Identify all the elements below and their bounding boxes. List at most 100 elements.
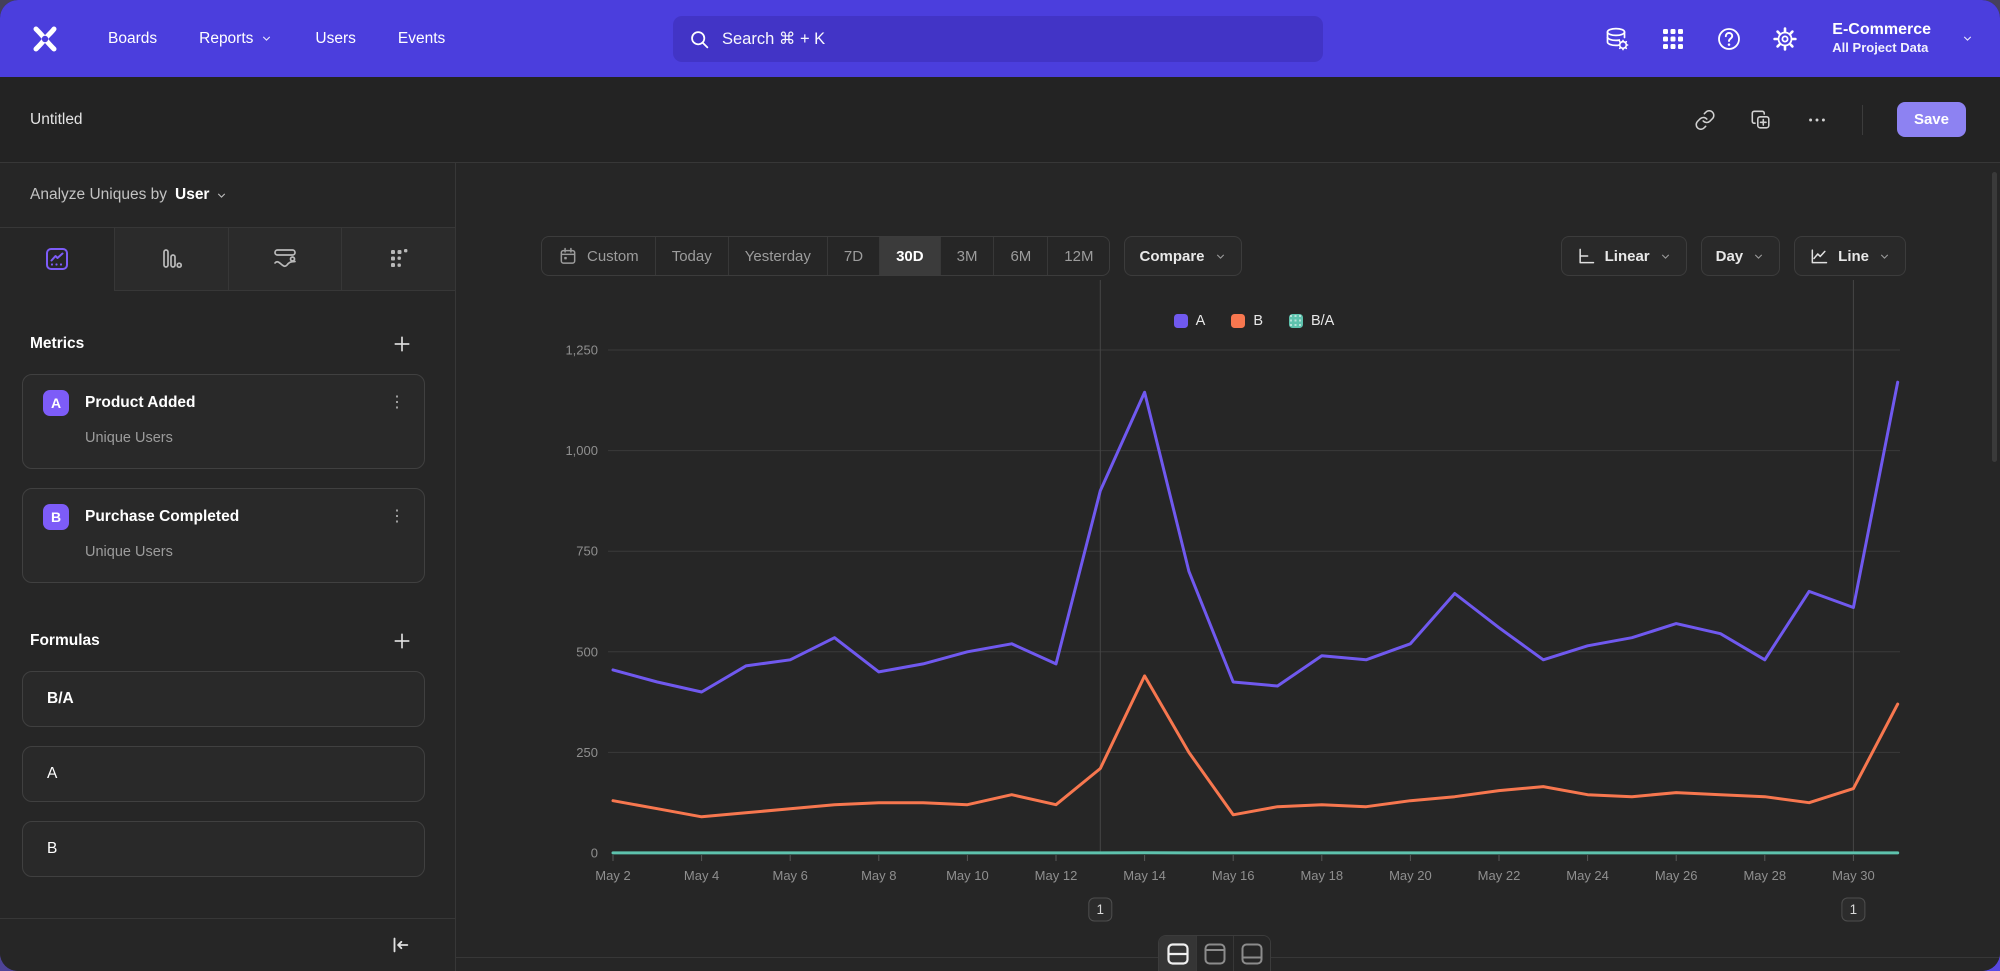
svg-text:May 14: May 14 (1123, 868, 1166, 883)
interval-dropdown[interactable]: Day (1700, 236, 1781, 276)
svg-text:1: 1 (1850, 902, 1858, 917)
mixpanel-logo-icon[interactable] (30, 24, 60, 54)
legend-item-a[interactable]: A (1173, 313, 1205, 329)
tab-retention[interactable] (341, 228, 455, 291)
layout-table-only-button[interactable] (1233, 936, 1270, 971)
svg-text:May 30: May 30 (1832, 868, 1875, 883)
duplicate-icon[interactable] (1750, 109, 1772, 131)
data-management-icon[interactable] (1604, 26, 1630, 52)
add-formula-button[interactable] (391, 630, 413, 652)
chevron-down-icon (1216, 253, 1224, 259)
metric-card-product-added[interactable]: A Product Added ⋮ Unique Users (22, 374, 425, 469)
svg-text:May 24: May 24 (1566, 868, 1609, 883)
save-button[interactable]: Save (1896, 102, 1966, 137)
metric-options-icon[interactable]: ⋮ (389, 394, 406, 411)
range-today-button[interactable]: Today (654, 237, 728, 275)
range-7d-button[interactable]: 7D (826, 237, 879, 275)
more-options-icon[interactable] (1806, 109, 1828, 131)
page-title: Untitled (30, 110, 83, 128)
chart-type-tabs (0, 228, 455, 291)
project-switcher[interactable]: E-Commerce All Project Data (1832, 20, 1931, 56)
nav-menu: Boards Reports Users Events (108, 30, 445, 48)
retention-dots-icon (390, 249, 408, 267)
formula-card-b[interactable]: B (22, 821, 425, 877)
formula-card-b-a[interactable]: B/A (22, 671, 425, 727)
range-custom-button[interactable]: Custom (542, 237, 655, 275)
nav-right-cluster: E-Commerce All Project Data (1604, 0, 1974, 77)
svg-text:1: 1 (1097, 902, 1105, 917)
help-icon[interactable] (1716, 26, 1742, 52)
project-name: E-Commerce (1832, 21, 1931, 39)
nav-item-reports[interactable]: Reports (199, 30, 273, 48)
display-controls: Linear Day Line (1560, 236, 1906, 276)
collapse-sidebar-icon[interactable] (389, 934, 411, 956)
svg-text:750: 750 (576, 544, 598, 559)
metric-measure: Unique Users (85, 544, 173, 560)
search-input[interactable]: Search ⌘ + K (673, 16, 1323, 62)
compare-button[interactable]: Compare (1124, 236, 1242, 276)
svg-text:May 6: May 6 (772, 868, 807, 883)
analyze-label: Analyze Uniques by (30, 186, 167, 203)
scrollbar[interactable] (1992, 172, 1997, 462)
svg-text:May 22: May 22 (1478, 868, 1521, 883)
formulas-title: Formulas (30, 632, 100, 649)
tab-flows[interactable] (227, 228, 342, 291)
calendar-icon (560, 247, 576, 264)
series-badge: B (43, 504, 69, 530)
divider (1861, 104, 1863, 135)
range-30d-button[interactable]: 30D (879, 237, 940, 275)
layout-chart-and-table-button[interactable] (1159, 936, 1196, 971)
line-chart[interactable]: 0 250 500 750 1,000 1,250 May 2 May 4 May 6 May 8… (456, 163, 2000, 971)
tab-bar-chart[interactable] (113, 228, 228, 291)
formulas-list: B/A A B (0, 671, 455, 877)
chart-controls: Custom Today Yesterday 7D 30D 3M 6M 12M Compare… (541, 236, 1906, 276)
chevron-down-icon (1755, 253, 1763, 259)
nav-item-users[interactable]: Users (315, 29, 356, 47)
metric-measure: Unique Users (85, 430, 173, 446)
range-yesterday-button[interactable]: Yesterday (727, 237, 827, 275)
svg-text:May 28: May 28 (1743, 868, 1786, 883)
tab-insights[interactable] (0, 228, 114, 291)
chevron-down-icon (218, 192, 226, 198)
chart-type-dropdown[interactable]: Line (1794, 236, 1906, 276)
metric-card-purchase-completed[interactable]: B Purchase Completed ⋮ Unique Users (22, 488, 425, 583)
legend-item-b[interactable]: B (1231, 313, 1263, 329)
nav-item-boards[interactable]: Boards (108, 29, 158, 47)
layout-toggle-group (1158, 935, 1271, 971)
scale-dropdown[interactable]: Linear (1560, 236, 1687, 276)
layout-chart-with-header-button[interactable] (1196, 936, 1233, 971)
formulas-header: Formulas (0, 630, 455, 652)
svg-text:1,000: 1,000 (565, 443, 598, 458)
chart-legend: A B B/A (608, 313, 1900, 329)
metric-options-icon[interactable]: ⋮ (389, 508, 406, 525)
chevron-down-icon (1661, 253, 1669, 259)
legend-item-b-a[interactable]: B/A (1288, 313, 1334, 329)
copy-link-icon[interactable] (1694, 109, 1716, 131)
series-badge: A (43, 390, 69, 416)
analyze-entity-dropdown[interactable]: User (175, 186, 228, 204)
nav-item-events[interactable]: Events (397, 29, 446, 47)
bar-chart-icon (163, 249, 183, 269)
sidebar-footer (0, 918, 455, 971)
chevron-down-icon (1963, 36, 1972, 41)
add-metric-button[interactable] (391, 333, 413, 355)
top-nav: Boards Reports Users Events Search ⌘ + K (0, 0, 2000, 77)
settings-gear-icon[interactable] (1772, 26, 1798, 52)
apps-grid-icon[interactable] (1660, 26, 1686, 52)
svg-text:May 4: May 4 (684, 868, 719, 883)
range-3m-button[interactable]: 3M (939, 237, 994, 275)
range-6m-button[interactable]: 6M (993, 237, 1047, 275)
formula-card-a[interactable]: A (22, 746, 425, 802)
range-12m-button[interactable]: 12M (1047, 237, 1109, 275)
project-scope: All Project Data (1832, 40, 1929, 56)
date-range-selector: Custom Today Yesterday 7D 30D 3M 6M 12M (541, 236, 1111, 276)
svg-text:May 20: May 20 (1389, 868, 1432, 883)
legend-swatch (1173, 314, 1188, 328)
date-controls: Custom Today Yesterday 7D 30D 3M 6M 12M Compare (541, 236, 1242, 276)
svg-text:May 8: May 8 (861, 868, 896, 883)
flows-icon (274, 249, 296, 267)
legend-swatch (1288, 314, 1303, 328)
metrics-header: Metrics (0, 333, 455, 355)
legend-swatch (1231, 314, 1246, 328)
